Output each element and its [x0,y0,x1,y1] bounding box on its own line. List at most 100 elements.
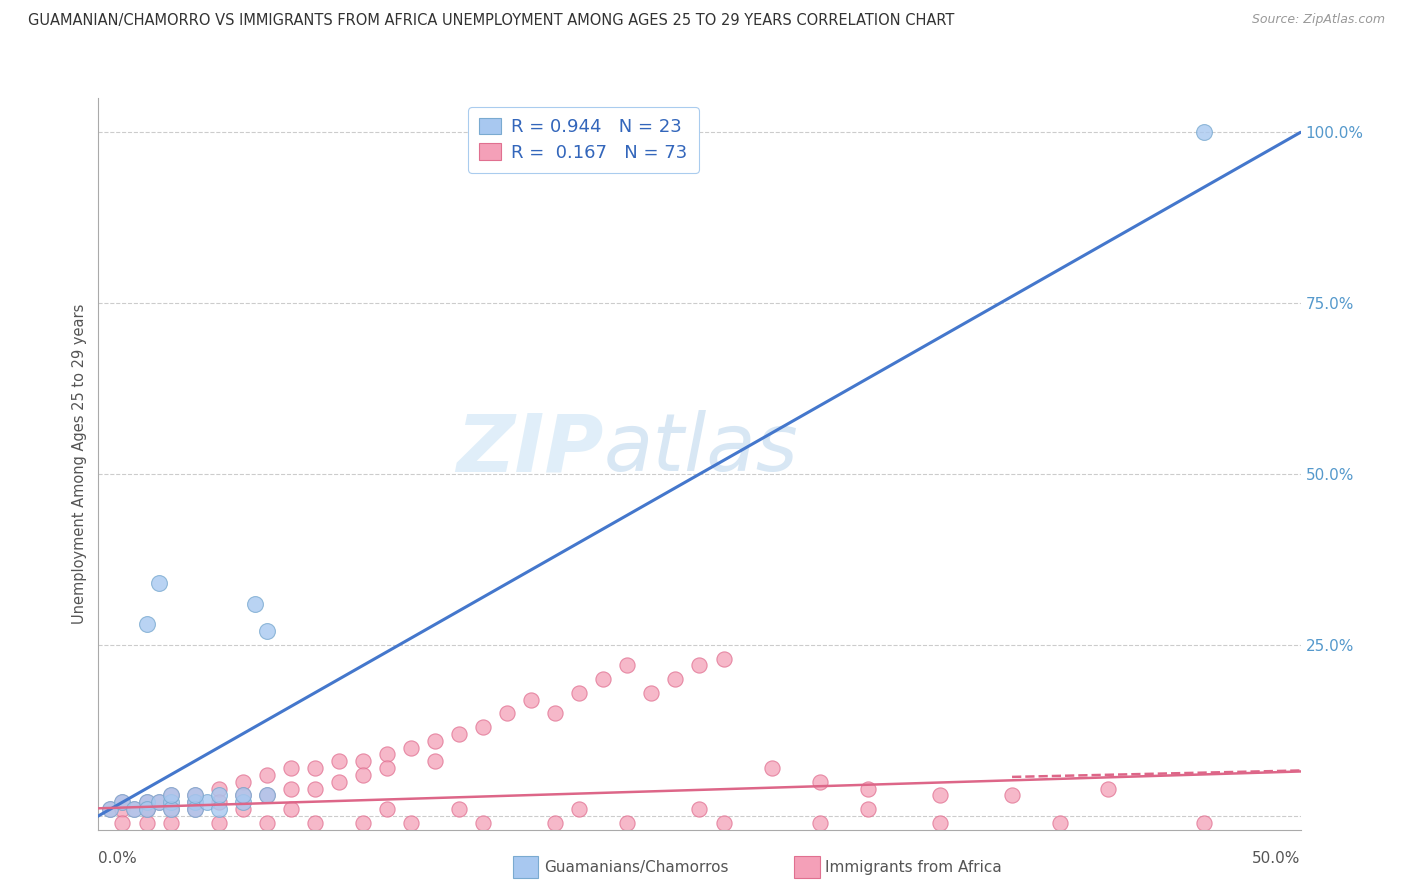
Point [352,815,374,830]
Point [808,774,831,789]
Point [208,815,231,830]
Point [195,795,218,809]
Point [208,802,231,816]
Point [352,768,374,782]
Point [447,802,470,816]
Point [135,617,157,632]
Point [496,706,519,721]
Point [256,815,278,830]
Point [1001,789,1024,803]
Point [399,815,422,830]
Point [928,789,950,803]
Point [1097,781,1119,796]
Legend: R = 0.944   N = 23, R =  0.167   N = 73: R = 0.944 N = 23, R = 0.167 N = 73 [468,107,699,172]
Point [375,761,398,775]
Point [280,781,302,796]
Point [640,686,662,700]
Point [808,815,831,830]
Point [100,802,122,816]
Y-axis label: Unemployment Among Ages 25 to 29 years: Unemployment Among Ages 25 to 29 years [72,303,87,624]
Point [592,672,614,686]
Point [616,815,638,830]
Point [111,795,134,809]
Point [544,706,567,721]
Point [328,754,350,768]
Point [423,733,446,747]
Point [375,747,398,762]
Point [111,815,134,830]
Point [688,802,710,816]
Point [124,802,146,816]
Point [159,789,181,803]
Point [256,768,278,782]
Point [280,761,302,775]
Point [148,795,170,809]
Point [761,761,783,775]
Point [713,815,735,830]
Point [111,802,134,816]
Text: Source: ZipAtlas.com: Source: ZipAtlas.com [1251,13,1385,27]
Point [472,720,495,734]
Text: Immigrants from Africa: Immigrants from Africa [825,860,1002,874]
Point [328,774,350,789]
Text: Guamanians/Chamorros: Guamanians/Chamorros [544,860,728,874]
Point [304,781,326,796]
Point [183,795,205,809]
Point [856,781,879,796]
Point [544,815,567,830]
Point [124,802,146,816]
Point [183,789,205,803]
Point [856,802,879,816]
Point [135,802,157,816]
Point [352,754,374,768]
Point [304,761,326,775]
Point [375,802,398,816]
Point [243,597,266,611]
Point [664,672,686,686]
Point [148,576,170,591]
Point [232,795,254,809]
Point [208,789,231,803]
Point [159,815,181,830]
Point [256,624,278,639]
Point [232,789,254,803]
Point [232,789,254,803]
Point [135,802,157,816]
Point [1049,815,1071,830]
Point [1194,815,1216,830]
Point [135,795,157,809]
Point [447,727,470,741]
Point [135,815,157,830]
Point [232,774,254,789]
Point [148,795,170,809]
Point [423,754,446,768]
Point [183,789,205,803]
Point [713,651,735,665]
Point [1194,125,1216,139]
Point [688,658,710,673]
Point [256,789,278,803]
Point [208,781,231,796]
Point [159,802,181,816]
Point [208,795,231,809]
Point [111,795,134,809]
Point [568,686,591,700]
Point [183,802,205,816]
Point [928,815,950,830]
Point [100,802,122,816]
Point [280,802,302,816]
Point [183,802,205,816]
Point [159,789,181,803]
Point [304,815,326,830]
Text: atlas: atlas [603,410,799,488]
Point [616,658,638,673]
Text: 50.0%: 50.0% [1253,851,1301,865]
Text: 0.0%: 0.0% [98,851,138,865]
Point [520,692,543,706]
Point [399,740,422,755]
Point [232,802,254,816]
Point [159,802,181,816]
Point [159,795,181,809]
Point [256,789,278,803]
Text: ZIP: ZIP [456,410,603,488]
